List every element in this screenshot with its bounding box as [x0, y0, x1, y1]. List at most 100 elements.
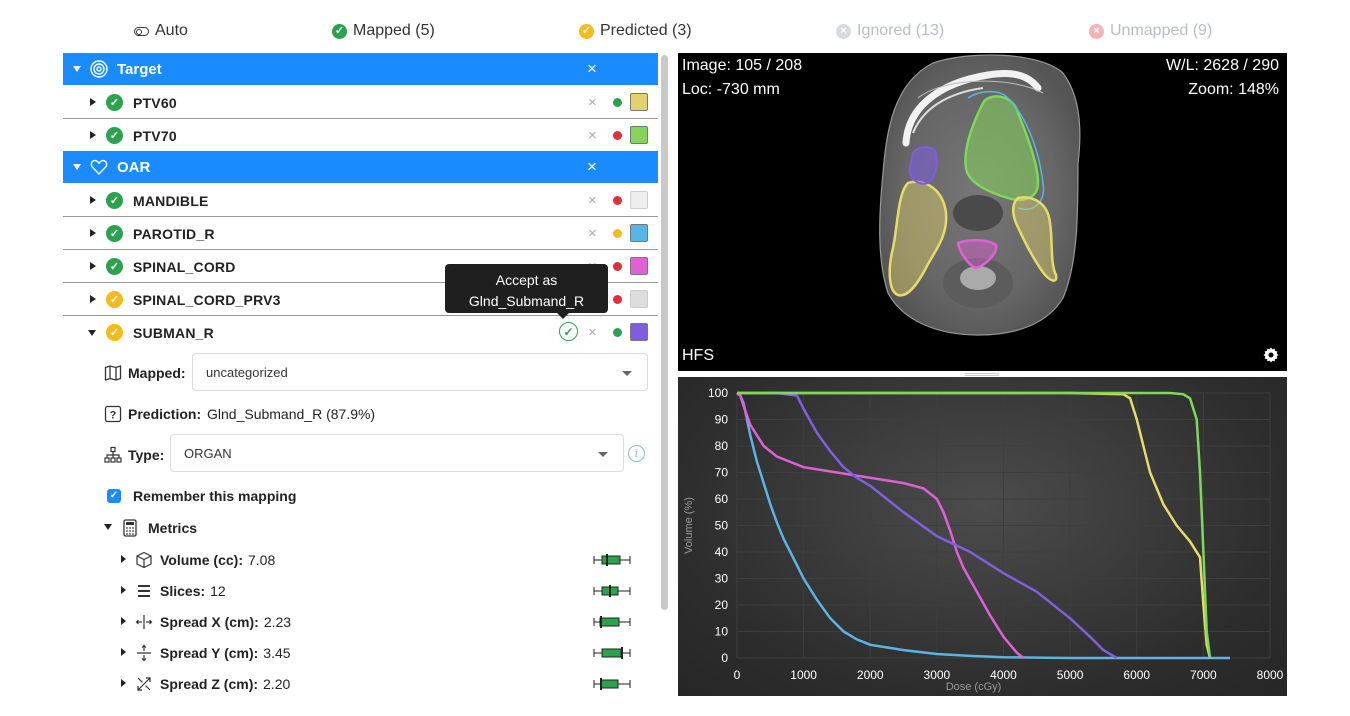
filter-ignored[interactable]: × Ignored (13)	[836, 22, 944, 40]
ignore-group-button[interactable]: ×	[587, 59, 597, 78]
group-target[interactable]: Target ×	[63, 53, 658, 85]
structure-row-mandible[interactable]: ✓ MANDIBLE ×	[63, 184, 658, 217]
caret-right-icon[interactable]	[121, 648, 126, 656]
status-dot	[613, 262, 622, 271]
boxplot-icon	[593, 585, 631, 597]
cube-icon	[136, 551, 152, 569]
metric-row-spread-y[interactable]: Spread Y (cm): 3.45	[63, 641, 658, 665]
type-label: Type:	[104, 446, 164, 464]
group-oar[interactable]: OAR ×	[63, 151, 658, 183]
y-tick-label: 10	[715, 625, 729, 639]
ignore-group-button[interactable]: ×	[587, 157, 597, 176]
filter-unmapped-label: Unmapped (9)	[1110, 22, 1213, 39]
patient-orientation: HFS	[682, 347, 714, 364]
svg-text:?: ?	[110, 410, 117, 422]
toggle-icon	[134, 26, 149, 36]
ignore-button[interactable]: ×	[588, 94, 597, 111]
ct-image-viewer[interactable]: Image: 105 / 208 Loc: -730 mm W/L: 2628 …	[678, 53, 1287, 371]
caret-right-icon[interactable]	[121, 555, 126, 563]
gear-icon[interactable]	[1263, 347, 1279, 363]
filter-ignored-label: Ignored (13)	[857, 22, 945, 39]
type-select-value: ORGAN	[184, 446, 232, 461]
color-swatch[interactable]	[630, 323, 648, 341]
metric-row-spread-x[interactable]: Spread X (cm): 2.23	[63, 610, 658, 634]
ignore-button[interactable]: ×	[588, 127, 597, 144]
type-select[interactable]: ORGAN	[170, 434, 624, 472]
metric-name: Spread X (cm):	[160, 614, 259, 630]
resize-handle[interactable]	[965, 373, 999, 376]
color-swatch[interactable]	[630, 126, 648, 144]
color-swatch[interactable]	[630, 290, 648, 308]
heart-icon	[90, 159, 108, 176]
x-tick-label: 4000	[990, 668, 1017, 682]
ignore-button[interactable]: ×	[588, 324, 597, 341]
caret-right-icon[interactable]	[121, 586, 126, 594]
group-label: Target	[117, 61, 162, 78]
caret-down-icon[interactable]	[73, 66, 81, 72]
y-tick-label: 0	[721, 651, 728, 665]
y-tick-label: 60	[715, 492, 729, 506]
caret-down-icon[interactable]	[73, 164, 81, 170]
structure-name: MANDIBLE	[133, 193, 209, 209]
filter-mapped[interactable]: ✓ Mapped (5)	[332, 22, 435, 40]
metric-name: Spread Z (cm):	[160, 676, 259, 692]
mapped-select[interactable]: uncategorized	[192, 353, 648, 391]
metric-row-spread-z[interactable]: Spread Z (cm): 2.20	[63, 672, 658, 696]
caret-right-icon[interactable]	[90, 229, 96, 237]
caret-right-icon[interactable]	[90, 295, 96, 303]
caret-right-icon[interactable]	[90, 262, 96, 270]
color-swatch[interactable]	[630, 93, 648, 111]
dvh-chart[interactable]: 0 1000 2000 3000 4000 5000 6000 7000 8000 0 10 20 30…	[678, 377, 1287, 696]
metrics-label[interactable]: Metrics	[148, 520, 198, 536]
mapped-status-icon: ✓	[106, 192, 123, 209]
structure-row-ptv70[interactable]: ✓ PTV70 ×	[63, 119, 658, 152]
x-tick-label: 6000	[1123, 668, 1150, 682]
caret-right-icon[interactable]	[90, 131, 96, 139]
x-tick-label: 7000	[1190, 668, 1217, 682]
filter-predicted[interactable]: ✓ Predicted (3)	[579, 22, 692, 40]
structure-row-ptv60[interactable]: ✓ PTV60 ×	[63, 86, 658, 119]
color-swatch[interactable]	[630, 257, 648, 275]
color-swatch[interactable]	[630, 224, 648, 242]
group-label: OAR	[117, 159, 151, 176]
accept-prediction-button[interactable]: ✓	[559, 322, 578, 341]
metric-label: Spread X (cm): 2.23	[160, 614, 291, 630]
color-swatch[interactable]	[630, 191, 648, 209]
structure-name: PAROTID_R	[133, 226, 215, 242]
tooltip-line-2: Glnd_Submand_R	[468, 293, 585, 309]
dvh-series-line-2	[736, 392, 1025, 659]
mapped-label-text: Mapped:	[128, 365, 186, 381]
y-tick-label: 90	[715, 413, 729, 427]
structure-name: SUBMAN_R	[133, 325, 214, 341]
filter-bar: Auto ✓ Mapped (5) ✓ Predicted (3) × Igno…	[0, 0, 1350, 52]
filter-auto[interactable]: Auto	[134, 22, 188, 40]
prediction-value: Glnd_Submand_R (87.9%)	[207, 406, 376, 422]
caret-right-icon[interactable]	[90, 98, 96, 106]
ignore-button[interactable]: ×	[588, 225, 597, 242]
x-tick-label: 5000	[1057, 668, 1084, 682]
info-icon[interactable]: i	[628, 445, 645, 462]
caret-down-icon[interactable]	[88, 330, 96, 336]
boxplot-icon	[593, 616, 631, 628]
metric-row-volume[interactable]: Volume (cc): 7.08	[63, 548, 658, 572]
caret-right-icon[interactable]	[121, 617, 126, 625]
metrics-caret-down-icon[interactable]	[104, 524, 112, 530]
prediction-label-text: Prediction:	[128, 406, 202, 422]
filter-unmapped[interactable]: × Unmapped (9)	[1089, 22, 1212, 40]
y-tick-label: 100	[708, 386, 728, 400]
ignore-button[interactable]: ×	[588, 192, 597, 209]
tooltip-line-1: Accept as	[495, 272, 558, 288]
x-axis-label: Dose (cGy)	[946, 681, 1002, 693]
scrollbar[interactable]	[661, 55, 668, 610]
accept-tooltip: Accept as Glnd_Submand_R	[445, 264, 608, 319]
filter-predicted-label: Predicted (3)	[600, 22, 692, 39]
caret-right-icon[interactable]	[121, 679, 126, 687]
structure-row-parotid-r[interactable]: ✓ PAROTID_R ×	[63, 217, 658, 250]
metric-label: Volume (cc): 7.08	[160, 552, 275, 568]
structure-row-subman-r[interactable]: ✓ SUBMAN_R ✓ ×	[63, 316, 658, 349]
metric-row-slices[interactable]: Slices: 12	[63, 579, 658, 603]
caret-right-icon[interactable]	[90, 196, 96, 204]
x-tick-label: 2000	[857, 668, 884, 682]
remember-mapping-checkbox[interactable]: ✓	[107, 489, 121, 503]
dvh-series-line-1	[736, 392, 1230, 660]
